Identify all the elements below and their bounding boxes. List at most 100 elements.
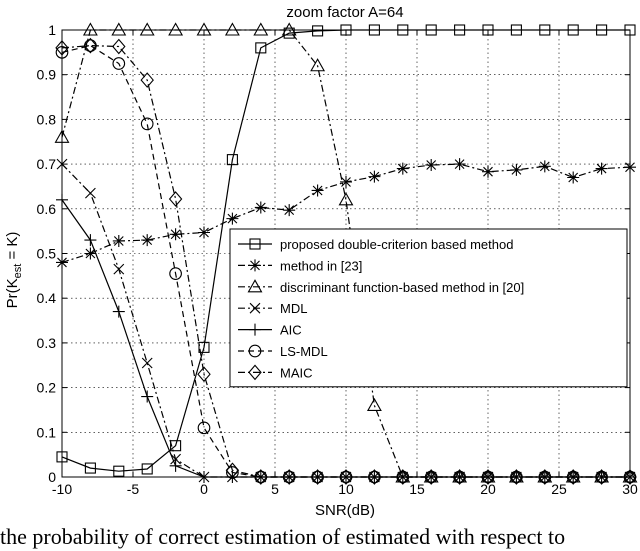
- y-tick-label: 0.1: [37, 424, 57, 440]
- legend-ls-mdl: LS-MDL: [238, 344, 328, 359]
- svg-text:Pr(Kest = K): Pr(Kest = K): [4, 232, 24, 309]
- series-proposed-double-criterion-based-method-marker: [198, 341, 210, 353]
- series-method-in-23-marker: [567, 171, 580, 184]
- series-discriminant-function-based-method-in-20-marker: [310, 58, 326, 72]
- legend-aic-label: AIC: [280, 323, 302, 338]
- series-method-in-23-marker: [283, 204, 296, 217]
- legend-maic-marker: [248, 364, 262, 381]
- series-ls-mdl-marker: [140, 117, 154, 131]
- x-tick-label: -5: [127, 481, 140, 497]
- series-method-in-23-marker: [198, 226, 210, 239]
- legend-discriminant-function-based-method-in-20-marker: [247, 279, 263, 293]
- series-method-in-23-marker: [595, 162, 608, 175]
- legend-method-in-23: method in [23]: [238, 258, 362, 273]
- series-discriminant-function-based-method-in-20-marker: [338, 192, 354, 206]
- legend-ls-mdl-marker: [248, 344, 262, 358]
- series-mdl-marker: [141, 357, 153, 369]
- series-maic-marker: [140, 72, 154, 88]
- legend: proposed double-criterion based method me…: [229, 228, 628, 388]
- series-maic-marker: [594, 469, 609, 485]
- series-discriminant-function-based-method-in-20-marker: [168, 22, 184, 36]
- series-method-in-23-marker: [538, 160, 551, 173]
- series-aic-marker: [84, 234, 97, 247]
- series-method-in-23-marker: [226, 212, 239, 225]
- series-maic-marker: [396, 469, 410, 485]
- series-discriminant-function-based-method-in-20-marker: [139, 22, 155, 36]
- x-tick-label: -10: [52, 481, 72, 497]
- x-tick-label: 0: [200, 481, 208, 497]
- series-ls-mdl-marker: [226, 466, 239, 479]
- series-method-in-23-marker: [169, 228, 182, 241]
- caption: the probability of correct estimation of…: [0, 524, 566, 549]
- legend-proposed-double-criterion-based-method-label: proposed double-criterion based method: [280, 237, 513, 252]
- legend-aic-marker: [249, 323, 261, 336]
- legend-discriminant-function-based-method-in-20: discriminant function-based method in [2…: [238, 279, 524, 295]
- x-tick-label: 25: [551, 481, 567, 497]
- series-discriminant-function-based-method-in-20-marker: [366, 397, 382, 412]
- series-maic-marker: [310, 469, 325, 485]
- series-maic-marker: [197, 366, 211, 383]
- y-tick-label: 0.3: [37, 335, 57, 351]
- legend-maic: MAIC: [238, 364, 313, 381]
- series-method-in-23-marker: [112, 234, 125, 247]
- series-ls-mdl-marker: [197, 421, 211, 435]
- series-maic-marker: [112, 38, 126, 55]
- y-tick-label: 0.4: [37, 290, 57, 306]
- series-method-in-23-marker: [254, 201, 267, 214]
- legend-mdl: MDL: [238, 301, 307, 316]
- legend-proposed-double-criterion-based-method-marker: [249, 238, 261, 250]
- series-method-in-23-marker: [340, 175, 352, 188]
- y-tick-label: 0: [48, 469, 56, 485]
- x-tick-label: 15: [409, 481, 425, 497]
- series-maic-marker: [566, 469, 580, 485]
- series-maic-marker: [367, 469, 382, 485]
- axis-ticks: -10 -5 0 5 10 15 20 25 30 0 0.1 0.2 0.3 0.4 0.5 0.6 0.7 0…: [37, 22, 638, 497]
- series-maic-marker: [254, 469, 268, 485]
- series-method-in-23-marker: [141, 234, 154, 247]
- y-axis-label-tail: = K): [4, 232, 21, 264]
- series-maic-marker: [282, 469, 296, 485]
- x-tick-label: 20: [480, 481, 496, 497]
- series-method-in-23-marker: [311, 184, 324, 197]
- series-proposed-double-criterion-based-method-marker: [226, 154, 238, 166]
- legend-maic-label: MAIC: [280, 365, 313, 380]
- series-proposed-double-criterion-based-method-marker: [141, 463, 153, 475]
- legend-mdl-marker: [249, 302, 261, 314]
- series-proposed-double-criterion-based-method-marker: [170, 440, 182, 452]
- series-discriminant-function-based-method-in-20-marker: [281, 22, 297, 36]
- y-axis-label-sub: est: [12, 264, 24, 279]
- legend-method-in-23-marker: [249, 259, 261, 272]
- y-tick-label: 1: [48, 22, 56, 38]
- series-maic-marker: [509, 469, 524, 485]
- series-method-in-23-marker: [396, 162, 409, 175]
- legend-proposed-double-criterion-based-method: proposed double-criterion based method: [238, 237, 513, 252]
- series-discriminant-function-based-method-in-20-marker: [253, 22, 269, 36]
- series-method-in-23-marker: [84, 247, 97, 260]
- series-maic-marker: [168, 191, 183, 207]
- y-tick-label: 0.7: [37, 156, 57, 172]
- legend-discriminant-function-based-method-in-20-label: discriminant function-based method in [2…: [280, 280, 524, 295]
- series-maic-marker: [623, 469, 637, 485]
- series-method-in-23-marker: [482, 165, 494, 178]
- y-tick-label: 0.5: [37, 246, 57, 262]
- legend-method-in-23-label: method in [23]: [280, 258, 362, 273]
- chart-title: zoom factor A=64: [286, 4, 403, 21]
- series-method-in-23-marker: [453, 158, 466, 171]
- legend-mdl-label: MDL: [280, 301, 307, 316]
- y-axis-label: Pr(Kest = K): [4, 232, 24, 309]
- series-discriminant-function-based-method-in-20-marker: [111, 22, 127, 36]
- series-method-in-23-marker: [425, 158, 438, 171]
- series-proposed-double-criterion-based-method-marker: [113, 465, 125, 477]
- series-discriminant-function-based-method-in-20-marker: [224, 22, 240, 36]
- x-axis-label: SNR(dB): [315, 502, 375, 519]
- series-maic-marker: [452, 469, 467, 485]
- series-aic-marker: [141, 390, 154, 403]
- series-proposed-double-criterion-based-method-marker: [255, 42, 267, 54]
- series-proposed-double-criterion-based-method-marker: [84, 462, 96, 474]
- series-discriminant-function-based-method-in-20-marker: [82, 22, 98, 36]
- series-method-in-23-marker: [510, 163, 523, 176]
- series-ls-mdl-marker: [112, 57, 126, 70]
- series-maic-marker: [83, 37, 98, 54]
- series-mdl-marker: [170, 453, 181, 465]
- x-tick-label: 10: [338, 481, 354, 497]
